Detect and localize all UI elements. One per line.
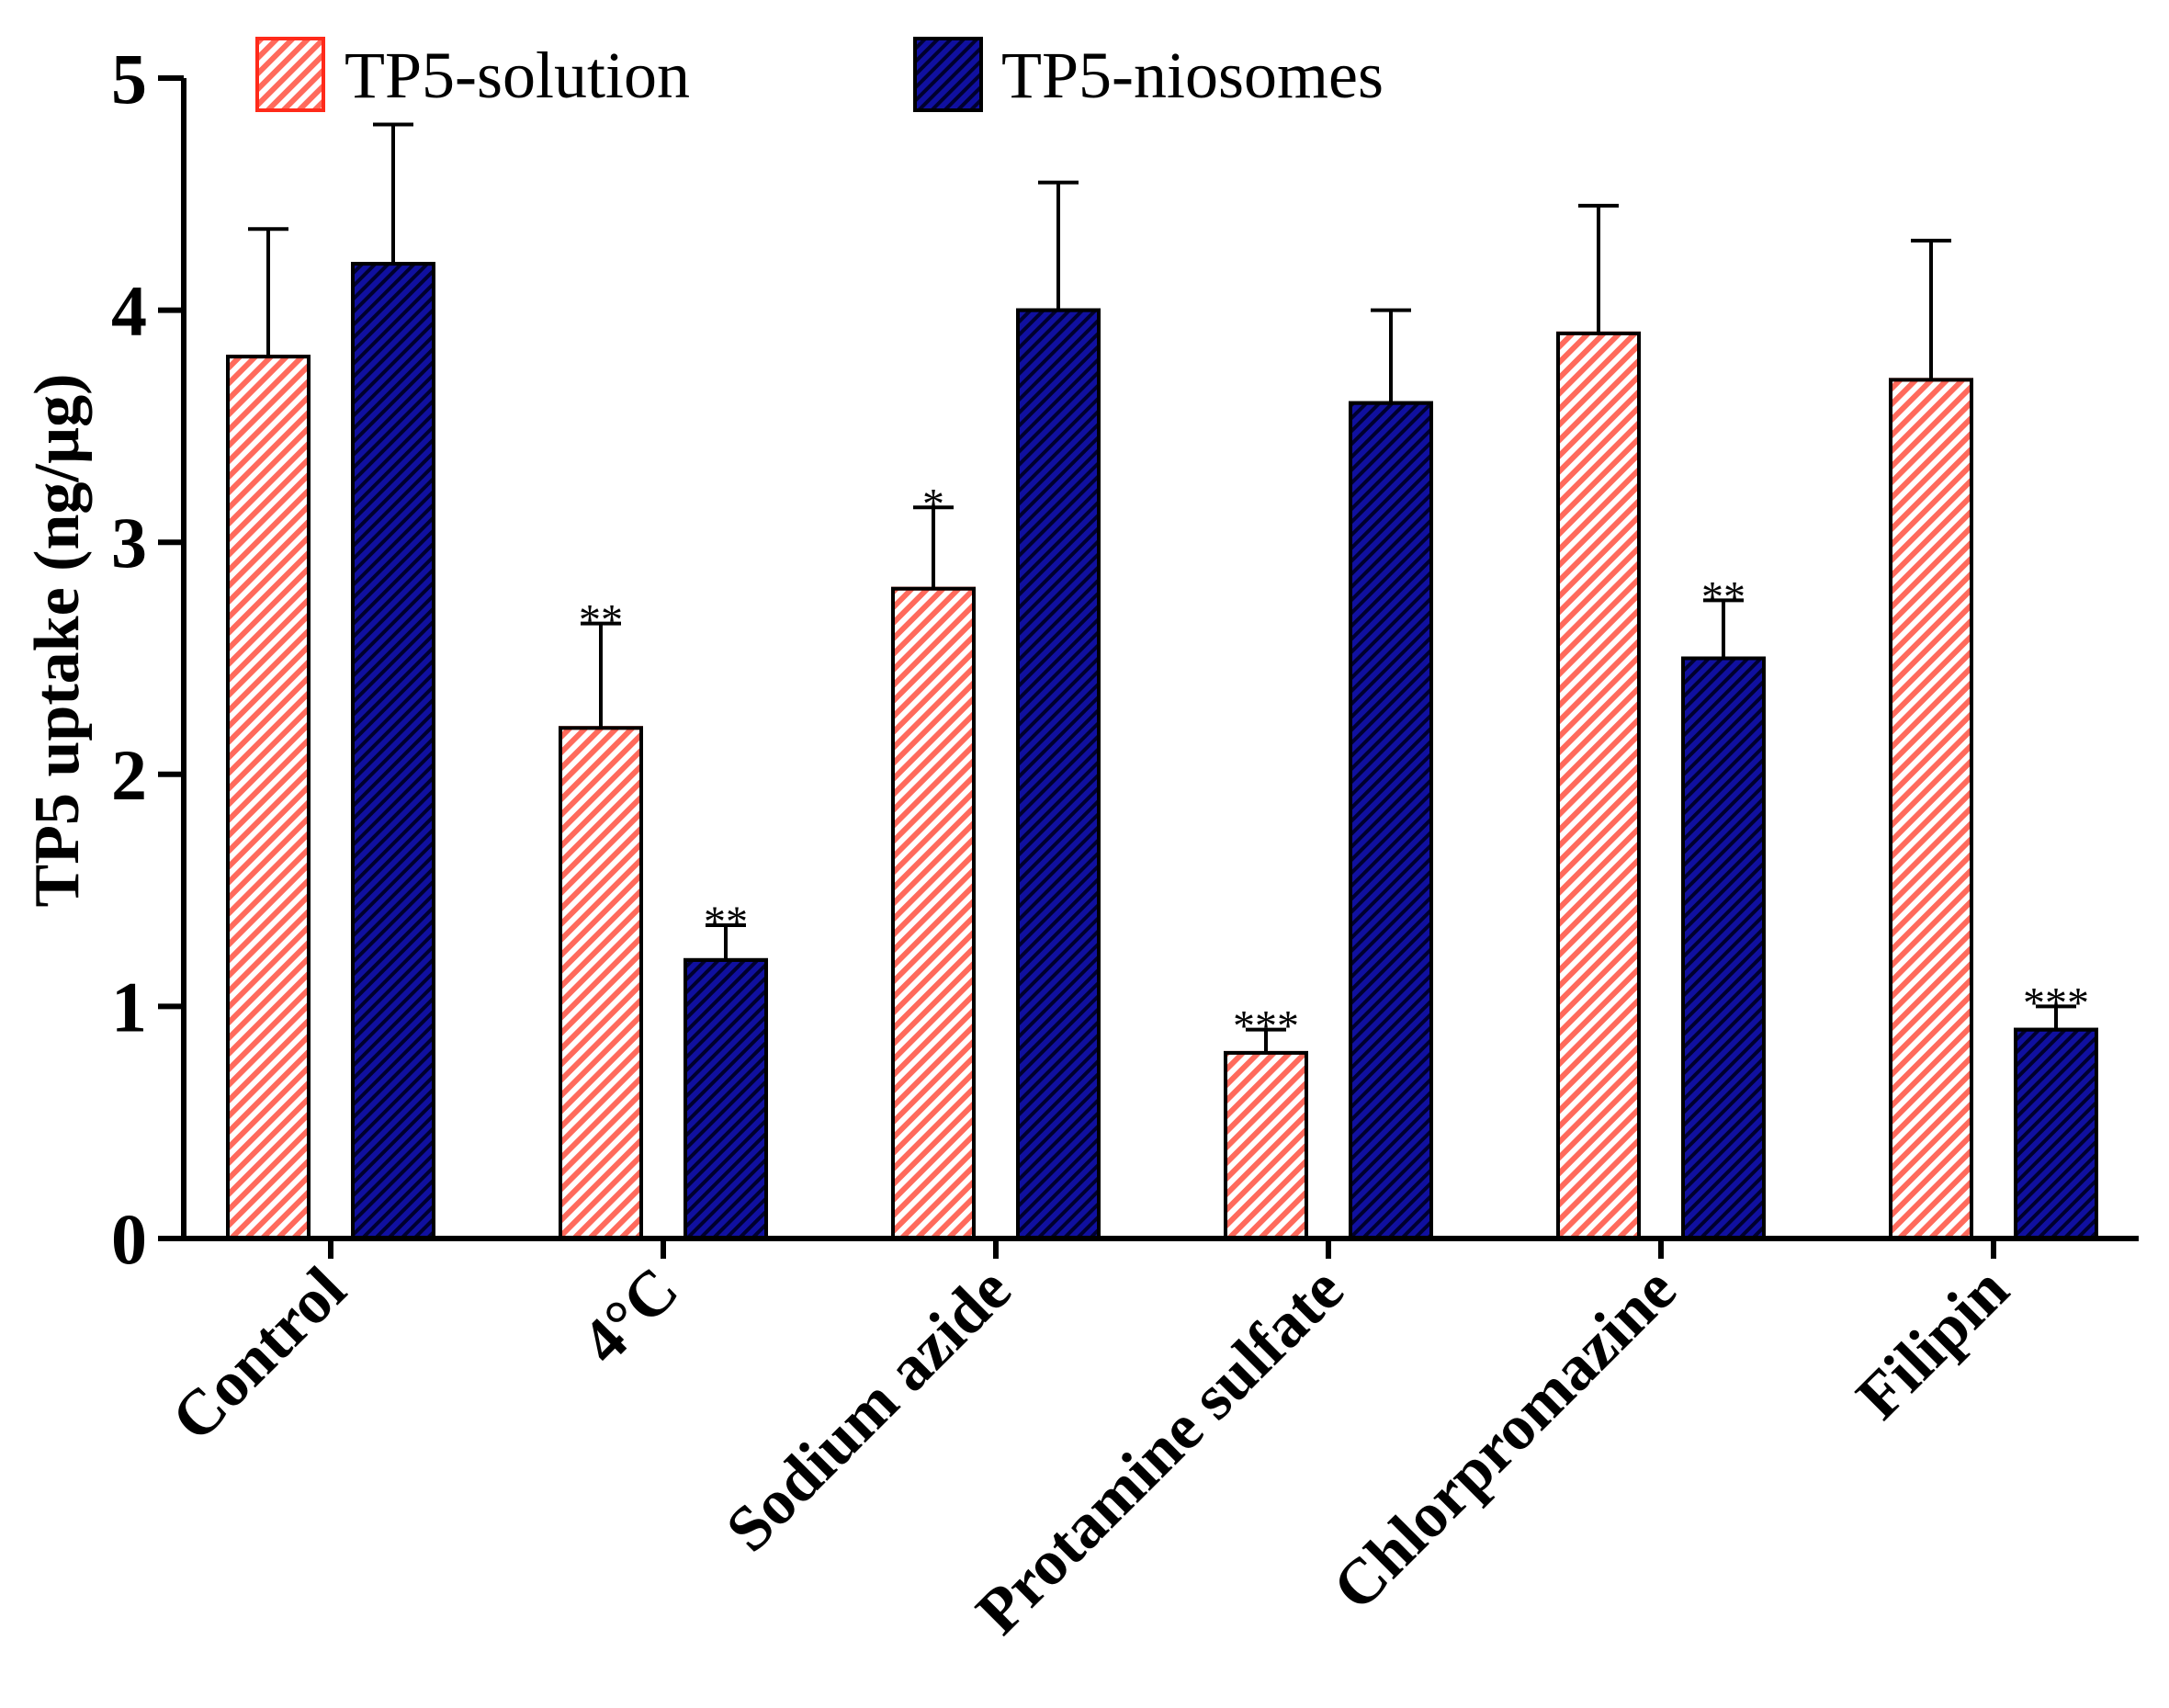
x-label-control: Control — [159, 1254, 360, 1455]
significance-tp5-solution-sodium-azide: * — [922, 480, 944, 528]
bar-tp5-niosomes-control — [351, 262, 435, 1241]
bar-tp5-solution-chlorpromazine — [1556, 331, 1641, 1240]
bar-tp5-niosomes-filipin — [2014, 1027, 2098, 1241]
bar-tp5-niosomes-4-c — [683, 957, 768, 1240]
y-tick-label-2: 2 — [111, 735, 147, 815]
bar-tp5-solution-protamine-sulfate — [1224, 1050, 1308, 1241]
bars — [226, 262, 2098, 1241]
bar-tp5-niosomes-protamine-sulfate — [1349, 401, 1433, 1240]
x-label-sodium-azide: Sodium azide — [713, 1254, 1024, 1566]
significance-tp5-niosomes-chlorpromazine: ** — [1701, 572, 1745, 621]
legend-label-tp5-solution: TP5-solution — [345, 39, 690, 112]
x-label-4-c: 4°C — [569, 1254, 693, 1378]
y-tick-label-4: 4 — [111, 271, 147, 351]
significance-tp5-niosomes-filipin: *** — [2023, 978, 2089, 1027]
x-label-filipin: Filipin — [1844, 1254, 2023, 1433]
bar-tp5-solution-filipin — [1889, 378, 1973, 1240]
significance-markers: ************* — [579, 480, 2089, 1050]
y-tick-label-3: 3 — [111, 503, 147, 583]
x-label-protamine-sulfate: Protamine sulfate — [963, 1254, 1357, 1648]
y-tick-label-0: 0 — [111, 1199, 147, 1279]
x-label-chlorpromazine: Chlorpromazine — [1320, 1254, 1690, 1624]
legend-swatch-tp5-solution — [255, 37, 325, 112]
bar-tp5-niosomes-chlorpromazine — [1681, 656, 1766, 1240]
y-axis-label: TP5 uptake (ng/µg) — [22, 374, 93, 908]
error-bars — [248, 122, 2076, 1053]
significance-tp5-niosomes-4-c: ** — [704, 898, 748, 946]
bar-tp5-niosomes-sodium-azide — [1016, 308, 1101, 1241]
x-axis-ticks — [328, 1239, 1996, 1259]
legend-swatch-tp5-niosomes — [913, 37, 983, 112]
chart-legend: TP5-solution TP5-niosomes — [255, 37, 1384, 112]
bar-tp5-solution-4-c — [559, 726, 643, 1240]
bar-tp5-solution-control — [226, 355, 311, 1240]
y-axis-ticks: 0 1 2 3 4 5 — [111, 39, 184, 1279]
legend-label-tp5-niosomes: TP5-niosomes — [1001, 39, 1384, 112]
y-tick-label-5: 5 — [111, 39, 147, 119]
bar-tp5-solution-sodium-azide — [891, 586, 976, 1240]
significance-tp5-solution-4-c: ** — [579, 596, 623, 645]
significance-tp5-solution-protamine-sulfate: *** — [1233, 1002, 1299, 1051]
y-tick-label-1: 1 — [111, 967, 147, 1046]
